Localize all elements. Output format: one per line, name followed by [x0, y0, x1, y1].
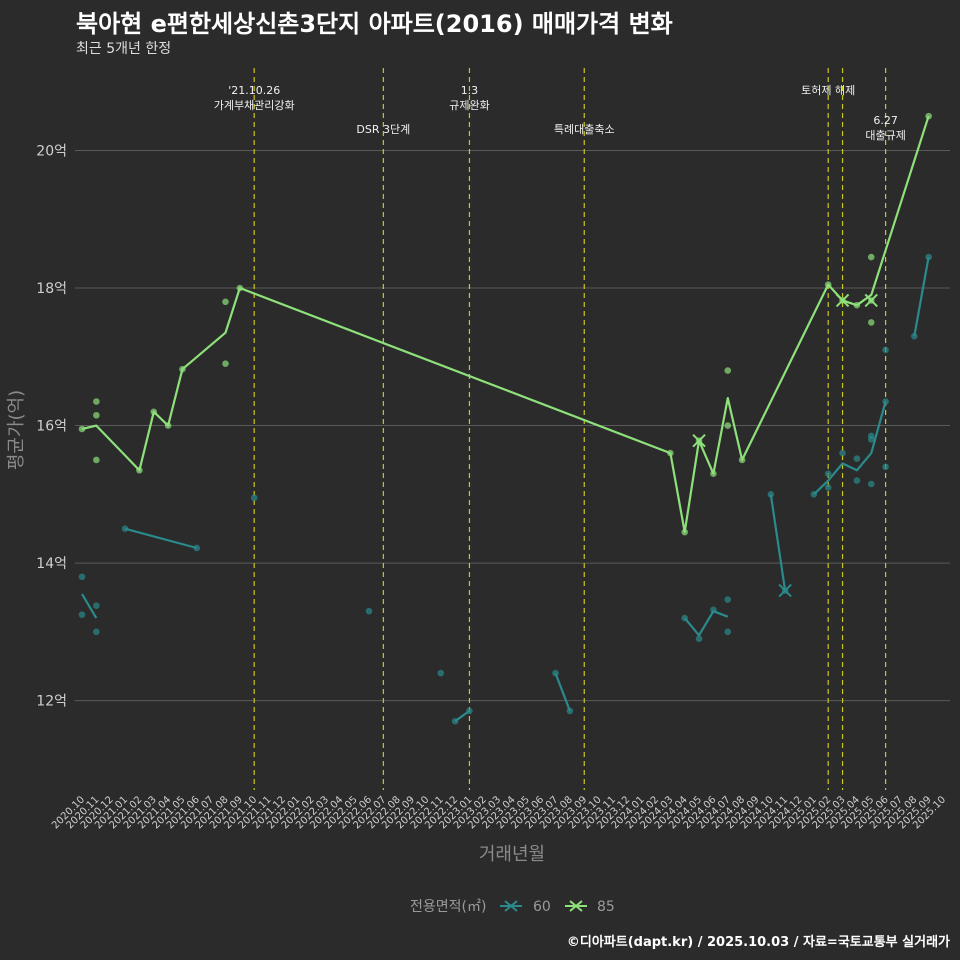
- data-point-60: [853, 477, 861, 484]
- grid-lines: [75, 150, 950, 702]
- data-point-85: [853, 301, 861, 309]
- data-point-60: [767, 491, 775, 498]
- series-line-60: [769, 494, 787, 591]
- data-point-85: [93, 456, 100, 464]
- legend-title: 전용면적(㎡): [410, 899, 486, 915]
- data-point-60: [882, 346, 889, 354]
- data-point-60: [824, 484, 832, 491]
- data-point-85: [222, 360, 229, 367]
- data-point-60: [867, 480, 875, 488]
- event-label: 1.3: [461, 84, 479, 97]
- y-axis-ticks: 12억 14억 16억 18억 20억: [36, 144, 67, 710]
- y-tick-label: 12억: [36, 694, 67, 710]
- data-point-60: [839, 449, 846, 457]
- data-point-60: [867, 436, 875, 443]
- data-point-60: [853, 455, 861, 462]
- event-label: 대출규제: [865, 129, 905, 142]
- series-line-85: [81, 115, 930, 534]
- chart-subtitle: 최근 5개년 한정: [76, 41, 172, 57]
- data-point-60: [437, 669, 445, 677]
- data-point-85: [925, 112, 932, 120]
- data-point-60: [93, 628, 100, 636]
- series-line-60: [683, 610, 729, 637]
- legend-label-85: 85: [597, 899, 615, 915]
- data-point-85: [164, 422, 172, 429]
- y-tick-label: 18억: [36, 281, 67, 297]
- data-point-85: [78, 425, 86, 433]
- data-point-60: [710, 606, 717, 614]
- data-point-85: [179, 365, 186, 373]
- data-point-85: [667, 449, 674, 457]
- data-point-85: [681, 528, 688, 536]
- data-point-60: [882, 398, 889, 405]
- data-point-85: [724, 422, 732, 429]
- data-point-60: [566, 707, 574, 715]
- data-point-60: [695, 635, 703, 643]
- chart-title: 북아현 e편한세상신촌3단지 아파트(2016) 매매가격 변화: [76, 10, 673, 38]
- data-point-60: [451, 717, 459, 725]
- series-points: [78, 112, 932, 725]
- data-point-60: [724, 628, 732, 636]
- data-point-60: [824, 470, 832, 477]
- legend-item-60: 60: [500, 899, 551, 915]
- cross-marker-60: [778, 583, 792, 598]
- event-label: DSR 3단계: [356, 123, 410, 136]
- legend-item-85: 85: [565, 899, 615, 915]
- event-label: 토허제 해제: [801, 83, 855, 97]
- data-point-60: [93, 602, 100, 610]
- data-point-60: [193, 544, 201, 552]
- data-point-60: [365, 607, 373, 615]
- data-point-60: [810, 491, 818, 498]
- data-point-85: [93, 411, 100, 419]
- x-axis-title: 거래년월: [479, 844, 545, 865]
- event-label: '21.10.26: [228, 84, 280, 97]
- y-axis-title: 평균가(억): [6, 390, 27, 470]
- legend-label-60: 60: [533, 899, 551, 915]
- y-tick-label: 14억: [36, 556, 67, 572]
- data-point-85: [724, 367, 732, 374]
- legend: 전용면적(㎡) 60 85: [410, 899, 615, 915]
- data-point-60: [925, 253, 932, 261]
- data-point-85: [710, 470, 717, 477]
- data-point-60: [466, 707, 473, 715]
- data-point-85: [93, 398, 100, 405]
- data-point-85: [222, 298, 229, 306]
- data-point-60: [681, 614, 688, 622]
- series-line-60: [81, 593, 98, 619]
- cross-marker-85: [835, 293, 850, 308]
- y-tick-label: 16억: [36, 419, 67, 435]
- data-point-60: [882, 463, 889, 471]
- event-label: 특례대출축소: [554, 123, 615, 136]
- cross-marker-85: [692, 433, 706, 448]
- series-lines: [81, 115, 930, 723]
- data-point-85: [824, 281, 832, 288]
- series-line-60: [124, 527, 198, 550]
- x-axis-ticks: 2020.102020.112020.122021.012021.022021.…: [50, 794, 948, 831]
- y-tick-label: 20억: [36, 144, 67, 160]
- data-point-60: [911, 332, 918, 340]
- cross-marker-85: [864, 293, 878, 308]
- event-label: 규제완화: [449, 99, 489, 112]
- series-line-60: [813, 401, 887, 496]
- data-point-85: [136, 466, 143, 474]
- data-point-85: [867, 319, 875, 326]
- data-point-60: [78, 611, 86, 618]
- series-line-60: [913, 256, 930, 337]
- event-label: 6.27: [873, 114, 898, 127]
- data-point-60: [121, 525, 129, 533]
- event-label: 가계부채관리강화: [214, 99, 295, 112]
- data-point-85: [738, 456, 746, 464]
- data-point-60: [78, 573, 86, 581]
- source-caption: ©디아파트(dapt.kr) / 2025.10.03 / 자료=국토교통부 실…: [566, 935, 950, 950]
- data-point-60: [250, 494, 258, 502]
- data-point-85: [867, 253, 875, 261]
- data-point-60: [724, 596, 732, 603]
- data-point-85: [236, 284, 244, 292]
- data-point-60: [552, 669, 559, 677]
- data-point-85: [150, 408, 158, 416]
- series-line-60: [554, 672, 571, 712]
